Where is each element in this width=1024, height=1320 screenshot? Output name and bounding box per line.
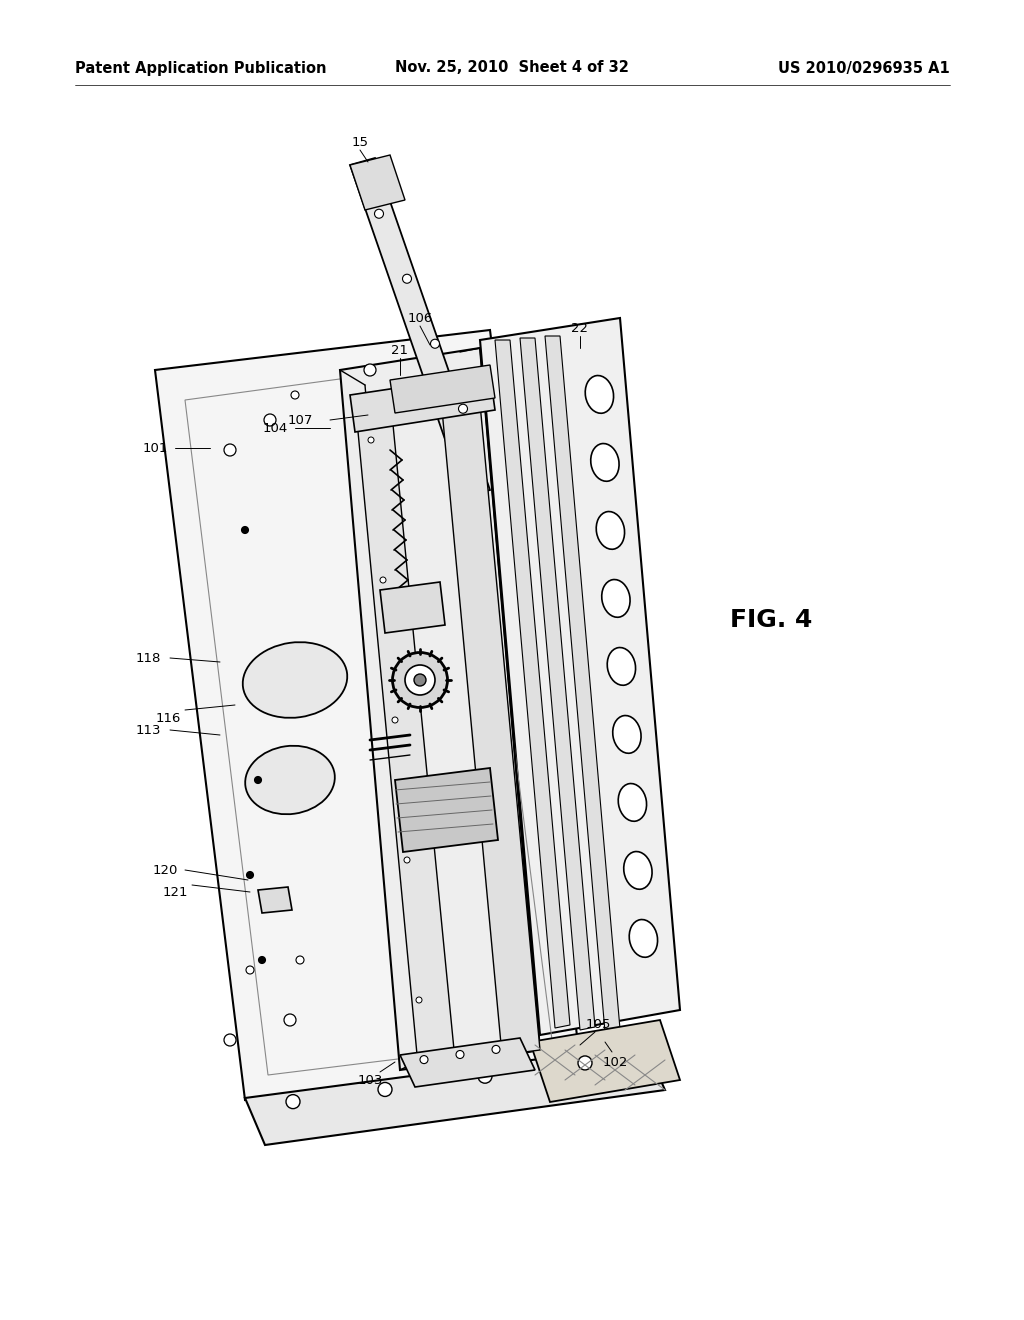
Ellipse shape xyxy=(478,1069,492,1084)
Ellipse shape xyxy=(591,444,620,482)
Polygon shape xyxy=(380,582,445,634)
Polygon shape xyxy=(480,318,680,1035)
Ellipse shape xyxy=(607,648,636,685)
Text: 101: 101 xyxy=(142,441,168,454)
Polygon shape xyxy=(395,768,498,851)
Ellipse shape xyxy=(602,579,630,618)
Text: Nov. 25, 2010  Sheet 4 of 32: Nov. 25, 2010 Sheet 4 of 32 xyxy=(395,61,629,75)
Ellipse shape xyxy=(414,675,426,686)
Ellipse shape xyxy=(258,957,265,964)
Ellipse shape xyxy=(596,512,625,549)
Ellipse shape xyxy=(368,437,374,444)
Ellipse shape xyxy=(492,1045,500,1053)
Ellipse shape xyxy=(375,210,384,218)
Text: 102: 102 xyxy=(602,1056,628,1068)
Ellipse shape xyxy=(246,966,254,974)
Polygon shape xyxy=(258,887,292,913)
Text: 22: 22 xyxy=(571,322,589,334)
Text: 15: 15 xyxy=(351,136,369,149)
Ellipse shape xyxy=(392,652,447,708)
Text: US 2010/0296935 A1: US 2010/0296935 A1 xyxy=(778,61,950,75)
Text: 120: 120 xyxy=(153,863,178,876)
Polygon shape xyxy=(440,381,540,1055)
Text: 105: 105 xyxy=(586,1019,610,1031)
Ellipse shape xyxy=(618,784,646,821)
Text: FIG. 4: FIG. 4 xyxy=(730,609,812,632)
Ellipse shape xyxy=(402,275,412,284)
Ellipse shape xyxy=(459,404,468,413)
Polygon shape xyxy=(545,337,620,1032)
Ellipse shape xyxy=(245,746,335,814)
Ellipse shape xyxy=(406,665,435,696)
Polygon shape xyxy=(245,1045,665,1144)
Polygon shape xyxy=(340,348,540,1071)
Ellipse shape xyxy=(416,997,422,1003)
Text: 107: 107 xyxy=(288,413,312,426)
Ellipse shape xyxy=(296,956,304,964)
Ellipse shape xyxy=(243,642,347,718)
Text: 21: 21 xyxy=(391,343,409,356)
Ellipse shape xyxy=(380,577,386,583)
Text: 116: 116 xyxy=(156,711,180,725)
Ellipse shape xyxy=(420,1056,428,1064)
Polygon shape xyxy=(530,1020,680,1102)
Polygon shape xyxy=(350,374,495,432)
Ellipse shape xyxy=(404,857,410,863)
Ellipse shape xyxy=(378,1082,392,1097)
Ellipse shape xyxy=(224,444,236,455)
Text: 106: 106 xyxy=(408,312,432,325)
Ellipse shape xyxy=(586,375,613,413)
Ellipse shape xyxy=(578,1056,592,1071)
Polygon shape xyxy=(520,338,595,1030)
Ellipse shape xyxy=(364,364,376,376)
Text: 103: 103 xyxy=(357,1073,383,1086)
Polygon shape xyxy=(350,158,490,498)
Polygon shape xyxy=(495,341,570,1028)
Polygon shape xyxy=(355,393,455,1065)
Ellipse shape xyxy=(392,717,398,723)
Ellipse shape xyxy=(286,1094,300,1109)
Ellipse shape xyxy=(430,339,439,348)
Ellipse shape xyxy=(624,851,652,890)
Ellipse shape xyxy=(255,776,261,784)
Polygon shape xyxy=(390,366,495,413)
Text: 113: 113 xyxy=(135,723,161,737)
Ellipse shape xyxy=(242,527,249,533)
Polygon shape xyxy=(350,154,406,210)
Ellipse shape xyxy=(291,391,299,399)
Ellipse shape xyxy=(247,871,254,879)
Polygon shape xyxy=(155,330,580,1100)
Ellipse shape xyxy=(284,1014,296,1026)
Text: Patent Application Publication: Patent Application Publication xyxy=(75,61,327,75)
Ellipse shape xyxy=(456,1051,464,1059)
Ellipse shape xyxy=(612,715,641,754)
Text: 118: 118 xyxy=(135,652,161,664)
Ellipse shape xyxy=(264,414,276,426)
Text: 121: 121 xyxy=(162,886,187,899)
Text: 104: 104 xyxy=(262,421,288,434)
Ellipse shape xyxy=(224,1034,236,1045)
Ellipse shape xyxy=(629,920,657,957)
Polygon shape xyxy=(400,1038,535,1086)
